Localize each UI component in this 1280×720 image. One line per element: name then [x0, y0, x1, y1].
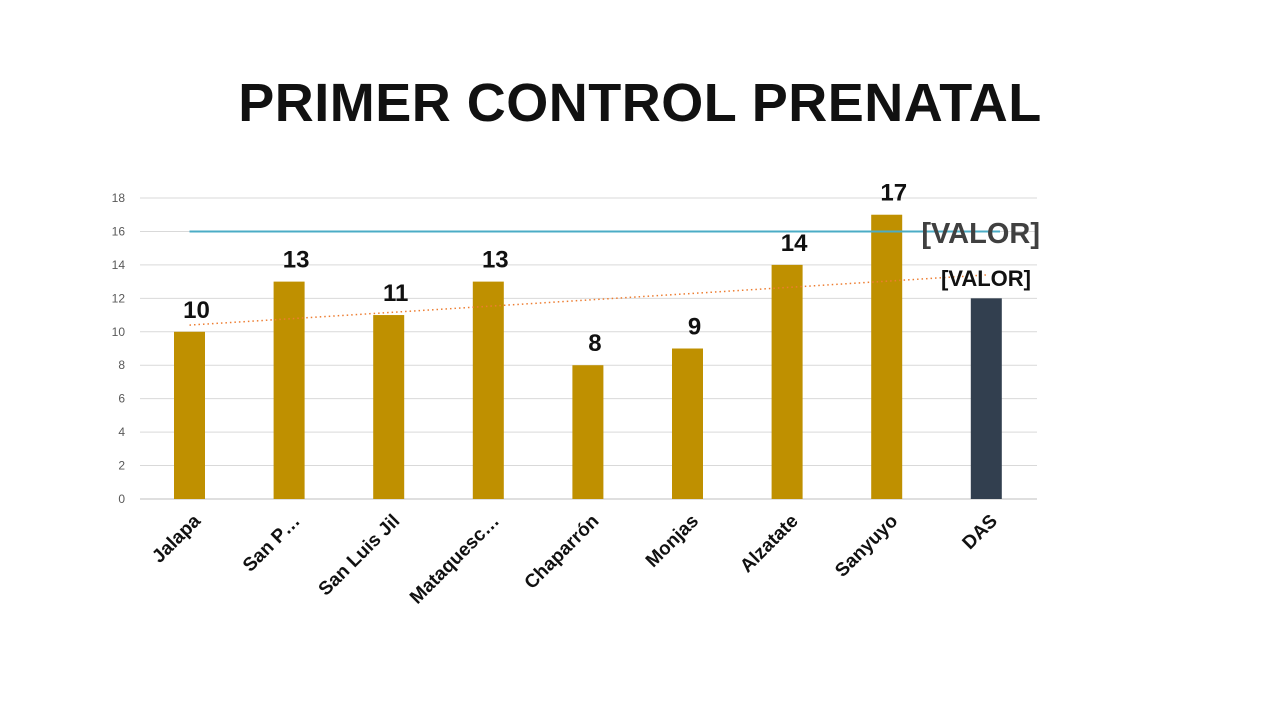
- y-tick-label: 16: [112, 224, 126, 238]
- bars: [174, 214, 1002, 499]
- page-title: PRIMER CONTROL PRENATAL: [238, 73, 1042, 133]
- bar: [174, 331, 205, 499]
- x-tick-label: Chaparrón: [521, 511, 604, 594]
- data-label: 17: [880, 180, 907, 207]
- y-tick-label: 4: [118, 425, 125, 439]
- y-tick-label: 6: [118, 392, 125, 406]
- data-label: [VALOR]: [941, 266, 1031, 291]
- data-label: 9: [688, 314, 701, 341]
- trendline: [189, 274, 987, 326]
- y-tick-label: 0: [118, 492, 125, 506]
- x-tick-label: Sanyuyo: [831, 511, 902, 582]
- data-label: 10: [183, 297, 210, 324]
- x-tick-label: Monjas: [642, 511, 703, 572]
- x-tick-label: San P…: [239, 511, 305, 577]
- y-tick-label: 14: [112, 258, 126, 272]
- x-tick-label: Jalapa: [148, 510, 205, 567]
- y-tick-label: 8: [118, 358, 125, 372]
- y-tick-label: 2: [118, 459, 125, 473]
- reference-line-label: [VALOR]: [921, 218, 1040, 250]
- x-tick-label: San Luis Jil: [315, 511, 405, 601]
- x-tick-label: DAS: [959, 511, 1002, 554]
- bar: [373, 315, 405, 499]
- y-tick-label: 10: [112, 325, 126, 339]
- bar: [572, 365, 604, 499]
- x-tick-label: Alzatate: [736, 511, 802, 577]
- y-axis-ticks: 0 2 4 6 8 10 12 14 16 18: [112, 191, 126, 506]
- data-label: 13: [283, 247, 310, 274]
- data-label: 13: [482, 247, 509, 274]
- trendline-path: [189, 274, 987, 326]
- reference-line: [VALOR]: [189, 218, 1040, 250]
- data-label: 11: [383, 280, 408, 307]
- data-labels: 10 13 11 13 8 9 14 17 [VALOR]: [183, 180, 1031, 358]
- data-label: 8: [588, 330, 601, 357]
- y-tick-label: 12: [112, 291, 126, 305]
- bar: [672, 348, 703, 499]
- bar: [970, 298, 1002, 499]
- y-tick-label: 18: [112, 191, 126, 205]
- bar: [273, 281, 305, 499]
- bar: [771, 264, 803, 499]
- bar: [472, 281, 504, 499]
- data-label: 14: [781, 230, 808, 257]
- x-tick-label: Mataquesc…: [406, 511, 504, 609]
- x-axis-labels: Jalapa San P… San Luis Jil Mataquesc… Chapar…: [148, 510, 1001, 608]
- bar: [871, 214, 903, 499]
